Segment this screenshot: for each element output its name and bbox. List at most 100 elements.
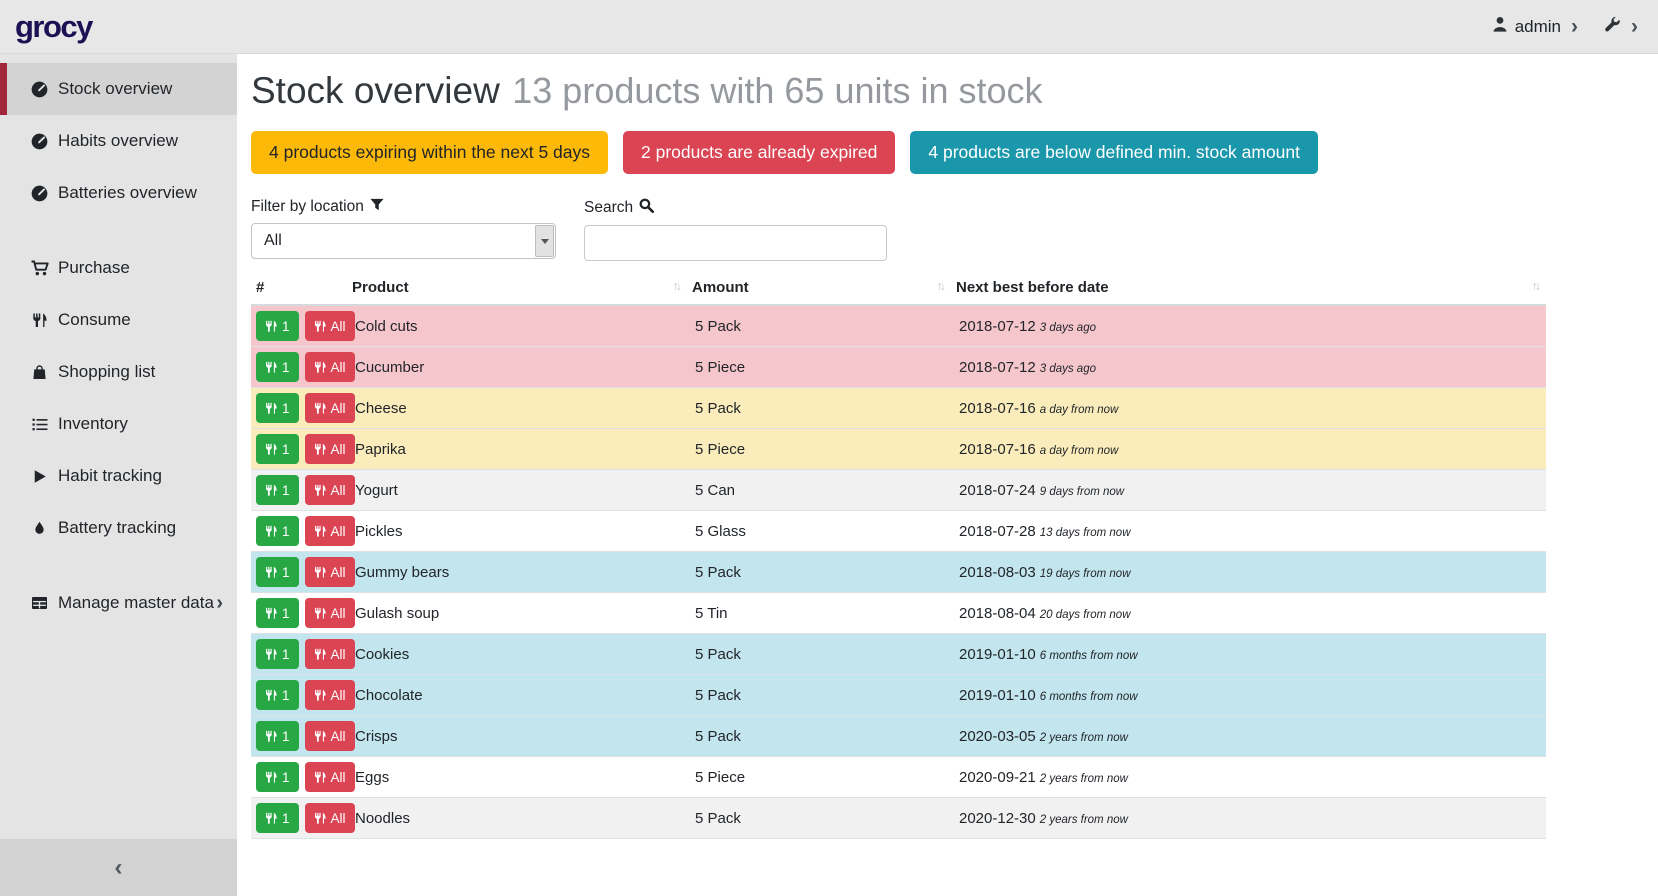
- location-filter-value: All: [252, 232, 282, 250]
- best-before-relative: 2 years from now: [1040, 732, 1128, 744]
- consume-all-button[interactable]: All: [305, 516, 355, 546]
- wrench-icon: [1604, 16, 1621, 38]
- consume-one-button[interactable]: 1: [256, 393, 299, 423]
- sidebar-item-consume[interactable]: Consume: [0, 294, 237, 346]
- product-amount: 5 Can: [687, 470, 951, 511]
- table-row: 1 All Crisps 5 Pack 2020-03-052 years fr…: [251, 716, 1546, 757]
- table-icon: [30, 595, 49, 611]
- product-name: Crisps: [347, 716, 687, 757]
- best-before-date: 2018-08-03: [959, 564, 1036, 581]
- consume-all-button[interactable]: All: [305, 557, 355, 587]
- consume-all-button[interactable]: All: [305, 393, 355, 423]
- consume-one-button[interactable]: 1: [256, 598, 299, 628]
- sidebar-item-stock-overview[interactable]: Stock overview: [0, 63, 237, 115]
- consume-all-button[interactable]: All: [305, 434, 355, 464]
- best-before-date: 2019-01-10: [959, 646, 1036, 663]
- table-row: 1 All Cold cuts 5 Pack 2018-07-123 days …: [251, 305, 1546, 347]
- product-name: Chocolate: [347, 675, 687, 716]
- product-amount: 5 Piece: [687, 757, 951, 798]
- column-header-amount[interactable]: Amount ↑↓: [687, 274, 951, 305]
- product-name: Paprika: [347, 429, 687, 470]
- sidebar-item-label: Batteries overview: [58, 183, 197, 203]
- search-input[interactable]: [584, 225, 887, 261]
- consume-one-button[interactable]: 1: [256, 639, 299, 669]
- tachometer-icon: [30, 81, 49, 98]
- product-name: Gummy bears: [347, 552, 687, 593]
- product-name: Pickles: [347, 511, 687, 552]
- location-filter-select[interactable]: All: [251, 223, 556, 259]
- utensils-icon: [30, 312, 49, 328]
- column-header-number: #: [251, 274, 347, 305]
- best-before-date: 2018-07-16: [959, 441, 1036, 458]
- best-before-date: 2020-12-30: [959, 810, 1036, 827]
- product-amount: 5 Pack: [687, 305, 951, 347]
- product-amount: 5 Piece: [687, 429, 951, 470]
- product-name: Cheese: [347, 388, 687, 429]
- product-amount: 5 Pack: [687, 716, 951, 757]
- sort-icon[interactable]: ↑↓: [1532, 279, 1539, 293]
- product-name: Gulash soup: [347, 593, 687, 634]
- sidebar-item-battery-tracking[interactable]: Battery tracking: [0, 502, 237, 554]
- chevron-right-icon: ›: [216, 592, 223, 615]
- sidebar-item-habits-overview[interactable]: Habits overview: [0, 115, 237, 167]
- table-row: 1 All Noodles 5 Pack 2020-12-302 years f…: [251, 798, 1546, 839]
- consume-all-button[interactable]: All: [305, 762, 355, 792]
- consume-all-button[interactable]: All: [305, 639, 355, 669]
- consume-all-button[interactable]: All: [305, 352, 355, 382]
- consume-all-button[interactable]: All: [305, 721, 355, 751]
- search-icon: [639, 198, 654, 218]
- consume-all-button[interactable]: All: [305, 803, 355, 833]
- droplet-icon: [30, 520, 49, 536]
- user-icon: [1492, 16, 1508, 37]
- consume-one-button[interactable]: 1: [256, 762, 299, 792]
- consume-all-button[interactable]: All: [305, 680, 355, 710]
- settings-menu[interactable]: ›: [1604, 16, 1638, 38]
- chevron-right-icon: ›: [1571, 16, 1578, 37]
- product-amount: 5 Piece: [687, 347, 951, 388]
- column-header-product[interactable]: Product ↑↓: [347, 274, 687, 305]
- sort-icon[interactable]: ↑↓: [673, 279, 680, 293]
- best-before-date: 2018-07-16: [959, 400, 1036, 417]
- best-before-relative: 6 months from now: [1040, 691, 1138, 703]
- consume-all-button[interactable]: All: [305, 311, 355, 341]
- sidebar-item-inventory[interactable]: Inventory: [0, 398, 237, 450]
- shopping-bag-icon: [30, 364, 49, 380]
- user-menu[interactable]: admin ›: [1492, 16, 1578, 37]
- product-name: Eggs: [347, 757, 687, 798]
- best-before-date: 2020-09-21: [959, 769, 1036, 786]
- user-name: admin: [1515, 17, 1561, 37]
- page-title: Stock overview: [251, 70, 500, 111]
- consume-one-button[interactable]: 1: [256, 721, 299, 751]
- product-name: Cucumber: [347, 347, 687, 388]
- consume-one-button[interactable]: 1: [256, 680, 299, 710]
- sidebar-item-batteries-overview[interactable]: Batteries overview: [0, 167, 237, 219]
- search-label: Search: [584, 198, 887, 218]
- consume-all-button[interactable]: All: [305, 475, 355, 505]
- column-header-next-best-before-date[interactable]: Next best before date ↑↓: [951, 274, 1546, 305]
- consume-one-button[interactable]: 1: [256, 557, 299, 587]
- sidebar-item-habit-tracking[interactable]: Habit tracking: [0, 450, 237, 502]
- app-logo[interactable]: grocy: [15, 9, 92, 45]
- consume-one-button[interactable]: 1: [256, 434, 299, 464]
- chevron-left-icon: ‹: [115, 854, 123, 882]
- sidebar-collapse-button[interactable]: ‹: [0, 839, 237, 896]
- best-before-relative: 6 months from now: [1040, 650, 1138, 662]
- sidebar-item-purchase[interactable]: Purchase: [0, 242, 237, 294]
- consume-one-button[interactable]: 1: [256, 516, 299, 546]
- sidebar-item-shopping-list[interactable]: Shopping list: [0, 346, 237, 398]
- consume-one-button[interactable]: 1: [256, 475, 299, 505]
- table-row: 1 All Yogurt 5 Can 2018-07-249 days from…: [251, 470, 1546, 511]
- consume-all-button[interactable]: All: [305, 598, 355, 628]
- consume-one-button[interactable]: 1: [256, 352, 299, 382]
- sidebar-item-manage-master-data[interactable]: Manage master data ›: [0, 577, 237, 629]
- table-row: 1 All Cucumber 5 Piece 2018-07-123 days …: [251, 347, 1546, 388]
- tachometer-icon: [30, 185, 49, 202]
- play-icon: [30, 469, 49, 484]
- consume-one-button[interactable]: 1: [256, 803, 299, 833]
- table-row: 1 All Gulash soup 5 Tin 2018-08-0420 day…: [251, 593, 1546, 634]
- product-amount: 5 Pack: [687, 552, 951, 593]
- consume-one-button[interactable]: 1: [256, 311, 299, 341]
- best-before-relative: 2 years from now: [1040, 814, 1128, 826]
- table-row: 1 All Gummy bears 5 Pack 2018-08-0319 da…: [251, 552, 1546, 593]
- sort-icon[interactable]: ↑↓: [937, 279, 944, 293]
